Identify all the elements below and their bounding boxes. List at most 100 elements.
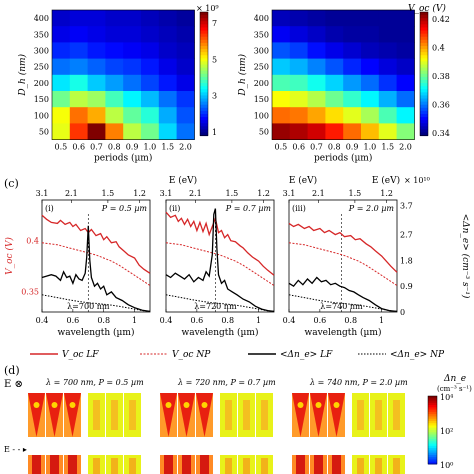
scale-step xyxy=(428,396,437,399)
scale-step xyxy=(428,441,437,445)
colorbar-step xyxy=(200,132,208,137)
field-map-hotspot xyxy=(183,402,190,408)
heatmap-cell xyxy=(272,42,291,59)
heatmap-cell xyxy=(307,91,326,108)
x-tick-label: 1 xyxy=(132,316,137,325)
heatmap-cell xyxy=(378,74,397,92)
row-tick-label: 200 xyxy=(254,79,269,88)
group-label: λ = 740 nm, P = 2.0 µm xyxy=(309,378,408,387)
colorbar-step xyxy=(420,12,428,16)
colorbar-step xyxy=(420,120,428,124)
heatmap-cell xyxy=(378,58,397,76)
series-line xyxy=(165,211,275,276)
heatmap-cell xyxy=(396,58,415,76)
heatmap-cell xyxy=(289,123,308,140)
colorbar-step xyxy=(200,58,208,62)
heatmap-cell xyxy=(141,26,160,43)
heatmap-cell xyxy=(87,91,106,108)
heatmap-cell xyxy=(307,42,326,59)
x-tick-label: 0.4 xyxy=(36,316,49,325)
colorbar-frame xyxy=(199,11,209,136)
heatmap-cell xyxy=(307,74,326,92)
colorbar-step xyxy=(200,104,208,109)
scale-step xyxy=(428,450,437,454)
field-map-np-core xyxy=(261,458,268,474)
right-tick-label: 1.8 xyxy=(400,256,413,265)
heatmap-cell xyxy=(325,74,344,92)
field-map-triangle xyxy=(310,393,327,437)
row-tick-label: 150 xyxy=(254,95,269,104)
colorbar-step xyxy=(200,110,208,115)
x-tick-label: 0.8 xyxy=(221,316,234,325)
legend-label: <Δn_e> NP xyxy=(390,350,445,360)
heatmap-cell xyxy=(52,42,71,59)
scale-step xyxy=(428,445,437,449)
x-axis-label: periods (µm) xyxy=(94,153,152,164)
heatmap-cell xyxy=(396,26,415,43)
row-tick-label: 300 xyxy=(254,47,269,56)
colorbar-tick-label: 3 xyxy=(212,92,217,101)
energy-tick-label: 3.1 xyxy=(283,189,296,198)
right-tick-label: 3.7 xyxy=(400,202,413,211)
colorbar-step xyxy=(200,120,208,124)
group-label: λ = 720 nm, P = 0.7 µm xyxy=(177,378,276,387)
lambda-label: λ=720 nm xyxy=(194,302,237,311)
field-map-core xyxy=(296,455,305,474)
x-tick-label: 1 xyxy=(256,316,261,325)
heatmap-cell xyxy=(325,123,344,140)
heatmap-cell xyxy=(176,26,195,43)
heatmap-cell xyxy=(361,42,380,59)
scale-step xyxy=(428,443,437,447)
colorbar-step xyxy=(420,49,428,53)
heatmap-cell xyxy=(378,42,397,59)
heatmap-cell xyxy=(141,107,160,124)
col-tick-label: 1.0 xyxy=(364,143,377,152)
field-map-np-core xyxy=(357,400,364,430)
heatmap-cell xyxy=(158,74,177,92)
colorbar-step xyxy=(420,101,428,106)
row-tick-label: 200 xyxy=(34,79,49,88)
colorbar-step xyxy=(420,76,428,81)
heatmap-cell xyxy=(87,42,106,59)
energy-tick-label: 3.1 xyxy=(160,189,173,198)
colorbar-step xyxy=(200,113,208,118)
row-tick-label: 250 xyxy=(254,63,269,72)
col-tick-label: 0.7 xyxy=(310,143,323,152)
field-map-hotspot xyxy=(315,402,322,408)
colorbar-step xyxy=(200,61,208,66)
colorbar-step xyxy=(200,101,208,106)
heatmap-cell xyxy=(105,74,124,92)
scale-step xyxy=(428,452,437,456)
heatmap-cell xyxy=(289,42,308,59)
heatmap-cell xyxy=(272,58,291,76)
series-line xyxy=(41,225,151,313)
heatmap-cell xyxy=(307,107,326,124)
colorbar-tick-label: 0.38 xyxy=(432,72,450,81)
panel-d-label: (d) xyxy=(4,364,20,377)
line-panel: 3.1 2.1 1.5 1.2 0.4 0.6 0.8 1 wavelength (µm) 0.4… xyxy=(21,189,151,338)
energy-tick-label: 1.5 xyxy=(349,189,362,198)
scale-step xyxy=(428,407,437,411)
colorbar-tick-label: 0.36 xyxy=(432,100,450,109)
field-map-np-core xyxy=(93,458,100,474)
colorbar-step xyxy=(420,117,428,121)
heatmap-cell xyxy=(123,91,142,108)
field-map-core xyxy=(332,455,341,474)
heatmap-frame xyxy=(271,9,415,140)
col-tick-label: 1.5 xyxy=(161,143,174,152)
heatmap-cell xyxy=(289,26,308,43)
heatmap-cell xyxy=(105,42,124,59)
colorbar-step xyxy=(200,89,208,93)
right-tick-label: 0.9 xyxy=(400,282,413,291)
heatmap-cell xyxy=(343,74,362,92)
heatmap-cell xyxy=(176,107,195,124)
heatmap-cell xyxy=(141,42,160,59)
col-tick-label: 0.9 xyxy=(126,143,139,152)
colorbar-step xyxy=(420,113,428,118)
field-map-np-core xyxy=(129,400,136,430)
col-tick-label: 0.8 xyxy=(328,143,341,152)
heatmap-cell xyxy=(69,10,88,27)
scale-step xyxy=(428,454,437,458)
x-tick-label: 0.4 xyxy=(160,316,173,325)
